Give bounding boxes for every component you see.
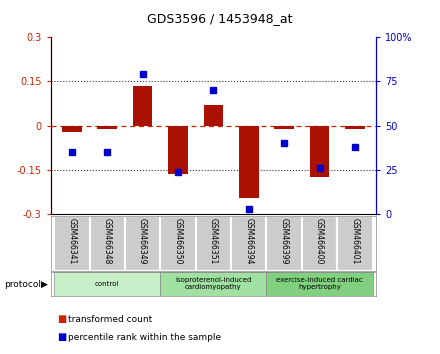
Text: GSM466348: GSM466348 — [103, 218, 112, 264]
Bar — [310, 126, 329, 177]
Bar — [267, 272, 373, 296]
Bar — [204, 105, 223, 126]
Text: GSM466394: GSM466394 — [244, 218, 253, 264]
Bar — [345, 126, 365, 129]
Bar — [337, 216, 373, 271]
Bar — [239, 126, 259, 198]
Text: GSM466351: GSM466351 — [209, 218, 218, 264]
Text: GSM466341: GSM466341 — [67, 218, 76, 264]
Bar — [196, 216, 231, 271]
Text: GSM466349: GSM466349 — [138, 218, 147, 264]
Text: ▶: ▶ — [40, 280, 48, 289]
Text: isoproterenol-induced
cardiomyopathy: isoproterenol-induced cardiomyopathy — [175, 277, 252, 290]
Bar — [54, 272, 160, 296]
Bar — [89, 216, 125, 271]
Bar — [125, 216, 160, 271]
Text: GSM466399: GSM466399 — [280, 218, 289, 264]
Text: control: control — [95, 281, 119, 286]
Bar — [133, 86, 152, 126]
Text: ■: ■ — [57, 332, 66, 342]
Text: transformed count: transformed count — [68, 315, 152, 324]
Text: GDS3596 / 1453948_at: GDS3596 / 1453948_at — [147, 12, 293, 25]
Bar — [302, 216, 337, 271]
Bar — [168, 126, 188, 175]
Text: protocol: protocol — [4, 280, 41, 289]
Text: percentile rank within the sample: percentile rank within the sample — [68, 332, 221, 342]
Text: GSM466401: GSM466401 — [351, 218, 359, 264]
Text: GSM466350: GSM466350 — [173, 218, 183, 264]
Bar — [54, 216, 89, 271]
Bar — [160, 216, 196, 271]
Text: GSM466400: GSM466400 — [315, 218, 324, 264]
Bar — [231, 216, 267, 271]
Bar — [267, 216, 302, 271]
Bar — [98, 126, 117, 129]
Bar — [62, 126, 81, 132]
Bar — [275, 126, 294, 129]
Text: exercise-induced cardiac
hypertrophy: exercise-induced cardiac hypertrophy — [276, 277, 363, 290]
Text: ■: ■ — [57, 314, 66, 324]
Bar — [160, 272, 267, 296]
